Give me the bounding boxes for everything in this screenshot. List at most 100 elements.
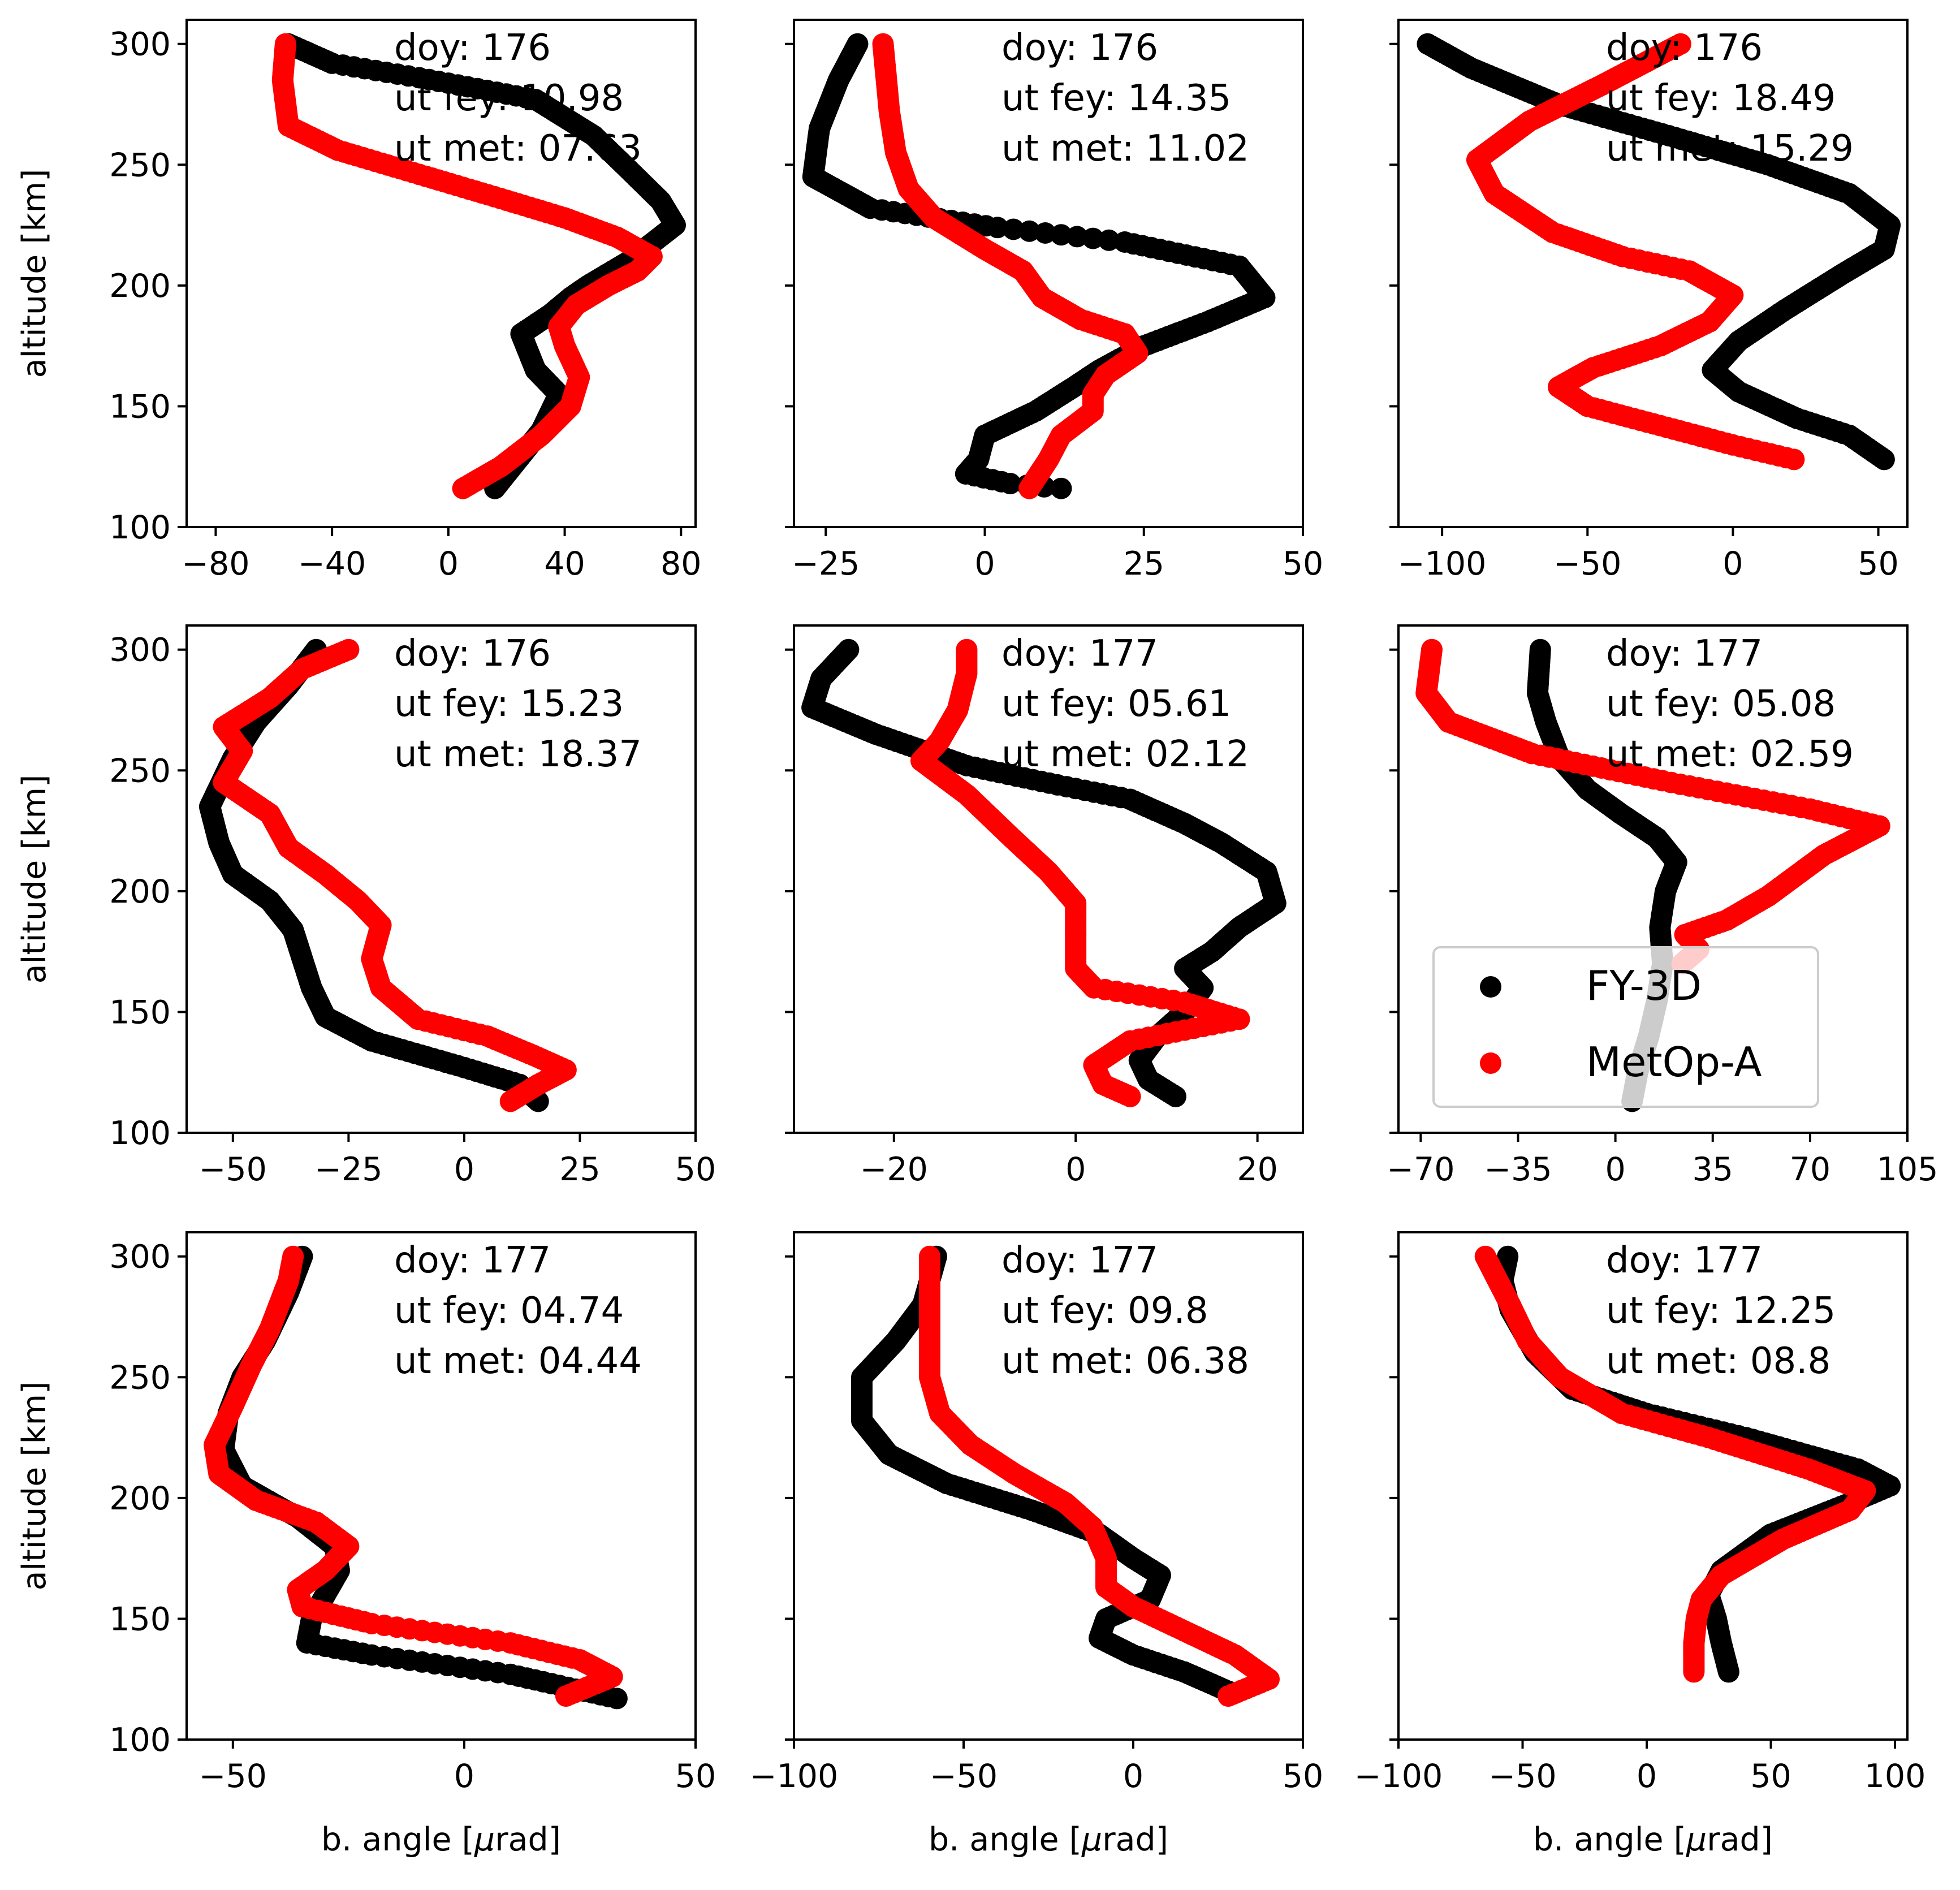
panel-6: −70 −35 0 35 70 105 doy: 177 ut fey: 05.08 ut me… [1387,624,1939,1188]
x-tick-label: 20 [1237,1151,1278,1188]
data-point [1417,33,1439,55]
x-tick-label: 50 [1283,1758,1324,1795]
x-tick-label: −50 [1488,1758,1556,1795]
data-point [1669,33,1691,55]
panel-2: −25 0 25 50 doy: 176 ut fey: 14.35 ut met: 11.… [785,19,1324,582]
annotation-line: ut fey: 05.61 [1001,683,1231,725]
x-tick-label: −25 [314,1151,382,1188]
annotation-line: doy: 177 [1001,1240,1158,1281]
x-tick-label: 0 [1605,1151,1625,1188]
annotation-line: doy: 176 [394,633,551,675]
data-point [956,638,978,661]
data-point [1066,226,1088,248]
series-metop-a [910,638,1250,1107]
plot-frame [1397,624,1909,1134]
x-tick-label: 0 [454,1758,474,1795]
annotation-line: ut met: 15.29 [1606,128,1854,170]
x-tick-label: 0 [1123,1758,1143,1795]
legend: FY-3D MetOp-A [1432,946,1819,1108]
legend-marker-metop [1480,1052,1501,1074]
x-tick-label: 50 [675,1758,716,1795]
x-tick-label: −100 [1354,1758,1443,1795]
series-metop-a [1466,33,1805,471]
legend-box [1432,946,1819,1108]
annotation-line: ut met: 02.12 [1001,733,1249,775]
x-tick-label: −50 [930,1758,998,1795]
data-point [872,33,894,55]
annotation-line: ut fey: 14.35 [1001,77,1231,119]
x-tick-label: 0 [438,545,459,582]
x-tick-label: 50 [1858,545,1899,582]
annotation-line: doy: 177 [1606,1240,1763,1281]
series-metop-a [1474,1245,1876,1683]
x-tick-label: 35 [1692,1151,1733,1188]
y-tick-label: 300 [109,26,171,63]
plot-frame [1397,19,1909,528]
x-axis-label: b. angle [μrad] [321,1821,561,1858]
annotation-line: ut fey: 10.98 [394,77,624,119]
series-fy-3d [802,33,1276,499]
plot-frame [185,19,697,528]
y-tick-label: 200 [109,267,171,305]
y-tick-label: 300 [109,632,171,669]
annotation-line: ut met: 07.63 [394,128,642,170]
series-metop-a [204,1245,623,1707]
x-tick-label: 0 [454,1151,474,1188]
annotation-line: ut met: 02.59 [1606,733,1854,775]
y-tick-label: 250 [109,752,171,789]
series-metop-a [213,638,577,1112]
data-point [1018,220,1041,242]
x-tick-label: 105 [1877,1151,1939,1188]
y-tick-label: 150 [109,994,171,1031]
x-tick-label: −70 [1387,1151,1454,1188]
data-point [1034,222,1056,244]
data-point [1003,218,1025,240]
x-tick-label: 70 [1790,1151,1831,1188]
data-point [847,33,869,55]
annotation-line: ut met: 08.8 [1606,1340,1831,1382]
annotation-line: ut fey: 04.74 [394,1290,624,1332]
y-tick-label: 250 [109,146,171,184]
x-tick-label: 0 [1637,1758,1657,1795]
data-point [1474,1245,1496,1267]
y-axis-label: altitude [km] [16,775,53,984]
y-tick-label: 100 [109,1115,171,1152]
annotation-line: ut met: 04.44 [394,1340,642,1382]
x-tick-label: 50 [1283,545,1324,582]
data-point [338,638,360,661]
annotation-line: doy: 177 [394,1240,551,1281]
annotation-line: ut fey: 05.08 [1606,683,1836,725]
x-tick-label: 50 [675,1151,716,1188]
y-axis-label: altitude [km] [16,169,53,378]
x-axis-label: b. angle [μrad] [1533,1821,1773,1858]
annotation-line: ut fey: 12.25 [1606,1290,1836,1332]
y-tick-label: 200 [109,873,171,911]
x-axis-label: b. angle [μrad] [929,1821,1168,1858]
x-tick-label: −50 [199,1758,267,1795]
data-point [1529,638,1551,661]
x-tick-label: −100 [750,1758,839,1795]
series-metop-a [1415,638,1890,974]
x-tick-label: 100 [1864,1758,1926,1795]
annotation-line: ut fey: 09.8 [1001,1290,1208,1332]
plot-frame [793,624,1304,1134]
legend-label-fy3d: FY-3D [1586,962,1702,1009]
x-tick-label: −25 [792,545,860,582]
series-metop-a [271,33,663,499]
y-tick-label: 250 [109,1359,171,1396]
x-tick-label: −35 [1484,1151,1552,1188]
panel-3: −100 −50 0 50 doy: 176 ut fey: 18.49 ut met: 1… [1389,19,1909,582]
annotation-line: doy: 177 [1606,633,1763,675]
plot-frame [793,19,1304,528]
plot-frame [793,1231,1304,1741]
annotation-line: ut met: 11.02 [1001,128,1249,170]
x-tick-label: −40 [298,545,366,582]
annotation-line: ut met: 06.38 [1001,1340,1249,1382]
data-point [1497,1245,1519,1267]
y-tick-label: 100 [109,509,171,546]
annotation-line: ut fey: 15.23 [394,683,624,725]
annotation-line: doy: 176 [1001,27,1158,69]
x-tick-label: 50 [1750,1758,1791,1795]
x-tick-label: 0 [1065,1151,1086,1188]
